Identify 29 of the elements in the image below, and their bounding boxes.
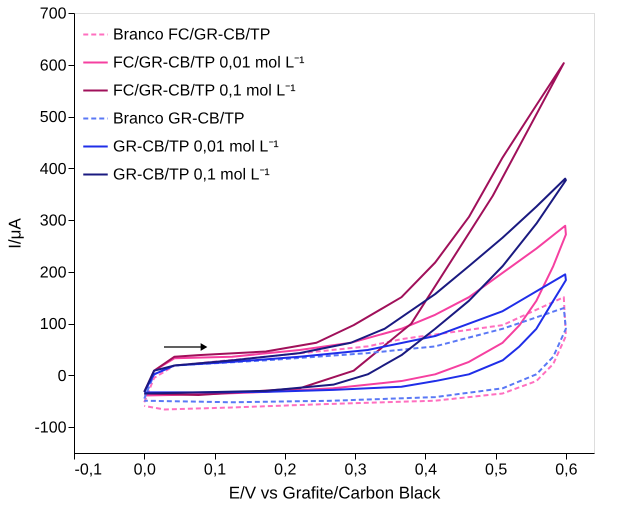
x-tick-label: 0,1: [204, 462, 226, 478]
x-tick-label: 0,3: [344, 462, 367, 478]
line-series: [143, 273, 567, 394]
y-axis-title: I/μA: [5, 218, 24, 249]
legend-label: Branco GR-CB/TP: [113, 110, 245, 128]
legend-label: Branco FC/GR-CB/TP: [113, 26, 270, 44]
y-tick-label: 500: [40, 109, 67, 126]
legend-label: GR-CB/TP 0,01 mol L⁻¹: [113, 138, 279, 156]
line-series: [143, 224, 567, 397]
y-tick-label: 400: [40, 160, 67, 178]
y-tick-label: 700: [40, 6, 67, 22]
x-tick-label: 0,6: [555, 462, 578, 478]
y-tick-label: 100: [40, 316, 67, 334]
x-axis-title: E/V vs Grafite/Carbon Black: [228, 484, 441, 502]
y-tick-label: -100: [34, 420, 67, 437]
y-tick-label: 200: [40, 264, 67, 282]
x-tick-label: 0,0: [134, 462, 156, 478]
line-series: [143, 296, 567, 411]
y-tick-label: 0: [58, 368, 67, 385]
x-tick-label: 0,2: [274, 462, 297, 478]
x-tick-label: -0,1: [74, 462, 102, 478]
x-tick-label: 0,5: [484, 462, 508, 478]
y-tick-label: 300: [40, 212, 67, 230]
line-series: [143, 307, 567, 404]
legend-label: FC/GR-CB/TP 0,01 mol L⁻¹: [113, 54, 304, 72]
legend-label: FC/GR-CB/TP 0,1 mol L⁻¹: [113, 82, 296, 100]
x-tick-label: 0,4: [414, 462, 438, 478]
y-tick-label: 600: [40, 57, 67, 74]
legend-label: GR-CB/TP 0,1 mol L⁻¹: [113, 166, 270, 184]
